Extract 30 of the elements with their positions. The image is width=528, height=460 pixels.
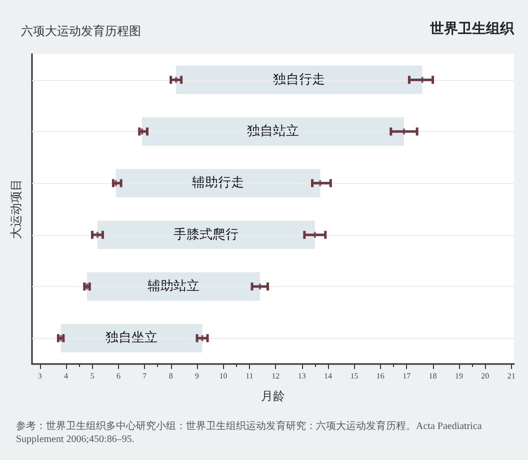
y-axis-title: 大运动项目 (9, 179, 23, 239)
x-tick-label: 11 (246, 372, 254, 380)
x-tick-label: 21 (507, 372, 516, 380)
bar (116, 168, 320, 198)
x-tick-label: 20 (481, 372, 490, 380)
x-tick-label: 12 (272, 372, 280, 380)
x-tick-label: 8 (168, 372, 173, 380)
x-tick-label: 3 (38, 372, 42, 380)
text: 参考：世界卫生组织多中心研究小组：世界卫生组织运动发育研究：六项大运动发育历程。Acta Paediatrica Supplement 2006;450:86–95. (16, 420, 484, 445)
x-tick-label: 5 (90, 372, 94, 380)
bar (87, 272, 260, 301)
x-tick-label: 10 (219, 372, 228, 380)
x-tick-label: 18 (428, 372, 437, 380)
bar (60, 324, 202, 352)
text: 世界卫生组织 (429, 21, 515, 37)
x-axis-title: 月龄 (261, 389, 285, 403)
x-tick-label: 15 (350, 372, 358, 380)
x-tick-label: 19 (454, 372, 463, 380)
x-tick-label: 4 (64, 372, 68, 380)
bar (176, 66, 422, 94)
chart-title: 六项大运动发育历程图 (21, 24, 141, 38)
x-tick-label: 17 (402, 372, 411, 380)
x-tick-label: 13 (298, 372, 306, 380)
x-tick-label: 6 (116, 372, 120, 380)
x-tick-label: 14 (324, 372, 332, 380)
x-tick-label: 16 (376, 372, 384, 380)
x-tick-label: 9 (195, 372, 200, 380)
bar (97, 220, 315, 250)
x-tick-label: 7 (142, 372, 147, 380)
bar (142, 117, 404, 146)
